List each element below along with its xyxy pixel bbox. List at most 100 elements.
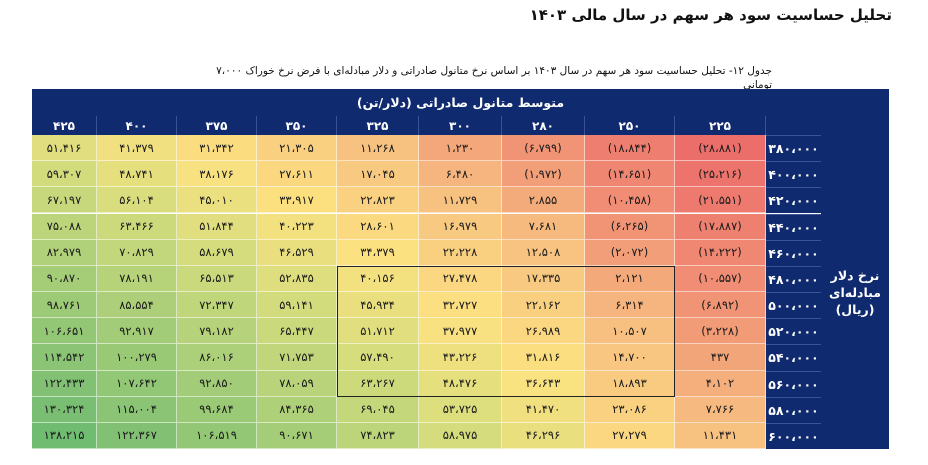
- table-cell: ۷۱،۷۵۳: [257, 344, 337, 371]
- row-header: ۵۲۰،۰۰۰: [766, 318, 821, 345]
- row-header: ۵۶۰،۰۰۰: [766, 370, 821, 397]
- table-cell: ۱۰۶،۶۵۱: [32, 318, 97, 345]
- column-header: ۳۰۰: [419, 116, 502, 135]
- table-cell: ۲،۱۲۱: [585, 265, 675, 292]
- table-cell: (۶،۷۹۹): [502, 135, 585, 162]
- table-cell: ۴۰،۲۲۳: [257, 213, 337, 240]
- table-cell: ۴۰،۱۵۶: [337, 265, 419, 292]
- table-cell: ۵۶،۱۰۴: [97, 187, 177, 214]
- table-cell: ۲۲،۱۶۲: [502, 292, 585, 319]
- table-cell: ۴۶،۲۹۶: [502, 422, 585, 450]
- table-cell: (۱۸،۸۴۴): [585, 135, 675, 162]
- table-cell: ۴۸،۴۷۶: [419, 370, 502, 397]
- table-cell: ۹۲،۹۱۷: [97, 318, 177, 345]
- table-cell: ۱۱۴،۵۴۲: [32, 344, 97, 371]
- table-cell: ۳۸،۱۷۶: [177, 161, 257, 188]
- table-cell: ۱۸،۸۹۳: [585, 370, 675, 397]
- table-cell: ۶۳،۴۶۶: [97, 213, 177, 240]
- table-cell: ۳۱،۸۱۶: [502, 344, 585, 371]
- table-cell: ۷۴،۸۲۳: [337, 422, 419, 450]
- row-header: ۴۲۰،۰۰۰: [766, 187, 821, 214]
- table-cell: (۲۸،۸۸۱): [675, 135, 766, 162]
- table-cell: (۲۱،۵۵۱): [675, 187, 766, 214]
- table-cell: (۱۴،۶۵۱): [585, 161, 675, 188]
- table-cell: ۱۰۷،۶۴۲: [97, 370, 177, 397]
- column-group-header: متوسط متانول صادراتی (دلار/تن): [32, 89, 889, 116]
- table-cell: ۷۹،۱۸۲: [177, 318, 257, 345]
- table-cell: ۱۳۸،۲۱۵: [32, 422, 97, 450]
- table-cell: ۵۷،۴۹۰: [337, 344, 419, 371]
- column-header: ۴۲۵: [32, 116, 97, 135]
- table-cell: ۶،۳۱۴: [585, 292, 675, 319]
- table-cell: ۲۳،۰۸۶: [585, 396, 675, 423]
- table-cell: ۷۲،۳۴۷: [177, 292, 257, 319]
- table-cell: ۴۵،۰۱۰: [177, 187, 257, 214]
- column-header: ۳۵۰: [257, 116, 337, 135]
- row-header: ۵۸۰،۰۰۰: [766, 396, 821, 423]
- table-cell: ۱۰۶،۵۱۹: [177, 422, 257, 450]
- table-cell: ۵۱،۷۱۲: [337, 318, 419, 345]
- table-cell: ۸۴،۳۶۵: [257, 396, 337, 423]
- table-cell: ۳۳،۹۱۷: [257, 187, 337, 214]
- column-header: ۳۷۵: [177, 116, 257, 135]
- sensitivity-table: متوسط متانول صادراتی (دلار/تن) ۴۲۵ ۴۰۰ ۳۷۵…: [32, 89, 889, 450]
- table-cell: ۹۰،۸۷۰: [32, 265, 97, 292]
- table-cell: (۱۰،۴۵۸): [585, 187, 675, 214]
- table-cell: ۶۳،۲۶۷: [337, 370, 419, 397]
- row-header: ۴۰۰،۰۰۰: [766, 161, 821, 188]
- table-cell: ۸۶،۰۱۶: [177, 344, 257, 371]
- table-cell: ۱۲۲،۳۶۷: [97, 422, 177, 450]
- table-cell: ۳۱،۳۴۲: [177, 135, 257, 162]
- table-cell: ۳۴،۳۷۹: [337, 239, 419, 266]
- table-cell: ۱۱۵،۰۰۴: [97, 396, 177, 423]
- table-cell: ۱،۲۳۰: [419, 135, 502, 162]
- table-cell: ۷۸،۰۵۹: [257, 370, 337, 397]
- table-cell: (۳،۲۲۸): [675, 318, 766, 345]
- table-cell: ۱۱،۲۶۸: [337, 135, 419, 162]
- column-header: ۲۵۰: [585, 116, 675, 135]
- column-header: ۳۲۵: [337, 116, 419, 135]
- table-cell: ۴۸،۷۴۱: [97, 161, 177, 188]
- table-cell: (۱۴،۲۲۲): [675, 239, 766, 266]
- row-header: ۶۰۰،۰۰۰: [766, 422, 821, 450]
- table-cell: ۶۷،۱۹۷: [32, 187, 97, 214]
- table-cell: ۲۱،۳۰۵: [257, 135, 337, 162]
- table-cell: ۳۶،۶۴۳: [502, 370, 585, 397]
- table-cell: ۱۷،۰۴۵: [337, 161, 419, 188]
- table-cell: ۱۰۰،۲۷۹: [97, 344, 177, 371]
- table-cell: ۸۲،۹۷۹: [32, 239, 97, 266]
- table-cell: ۹۰،۶۷۱: [257, 422, 337, 450]
- column-header: ۴۰۰: [97, 116, 177, 135]
- table-cell: ۱۱،۴۳۱: [675, 422, 766, 450]
- table-cell: ۶۵،۵۱۳: [177, 265, 257, 292]
- table-cell: ۵۸،۹۷۵: [419, 422, 502, 450]
- table-cell: ۴،۱۰۲: [675, 370, 766, 397]
- table-cell: ۱۲،۵۰۸: [502, 239, 585, 266]
- table-cell: ۵۲،۸۳۵: [257, 265, 337, 292]
- table-cell: ۱۶،۹۷۹: [419, 213, 502, 240]
- table-cell: ۳۲،۷۲۷: [419, 292, 502, 319]
- table-cell: ۲۸،۶۰۱: [337, 213, 419, 240]
- table-cell: ۵۳،۷۲۵: [419, 396, 502, 423]
- column-header: ۲۲۵: [675, 116, 766, 135]
- row-header: ۴۸۰،۰۰۰: [766, 265, 821, 292]
- table-cell: ۹۲،۸۵۰: [177, 370, 257, 397]
- table-cell: (۶،۲۶۵): [585, 213, 675, 240]
- table-cell: ۵۱،۴۱۶: [32, 135, 97, 162]
- table-cell: (۶،۸۹۲): [675, 292, 766, 319]
- table-cell: (۲،۰۷۲): [585, 239, 675, 266]
- table-cell: (۱۰،۵۵۷): [675, 265, 766, 292]
- table-cell: ۷،۷۶۶: [675, 396, 766, 423]
- table-cell: ۷۸،۱۹۱: [97, 265, 177, 292]
- table-cell: ۱۳۰،۳۲۴: [32, 396, 97, 423]
- table-cell: ۵۱،۸۴۴: [177, 213, 257, 240]
- table-cell: ۷،۶۸۱: [502, 213, 585, 240]
- table-cell: ۹۸،۷۶۱: [32, 292, 97, 319]
- table-cell: ۴۵،۹۳۴: [337, 292, 419, 319]
- row-group-header: نرخ دلار مبادله‌ای (ریال): [821, 135, 889, 449]
- table-cell: ۵۹،۱۴۱: [257, 292, 337, 319]
- table-cell: ۶۹،۰۴۵: [337, 396, 419, 423]
- table-cell: ۴۳،۲۲۶: [419, 344, 502, 371]
- table-cell: ۸۵،۵۵۴: [97, 292, 177, 319]
- table-cell: ۴۱،۳۷۹: [97, 135, 177, 162]
